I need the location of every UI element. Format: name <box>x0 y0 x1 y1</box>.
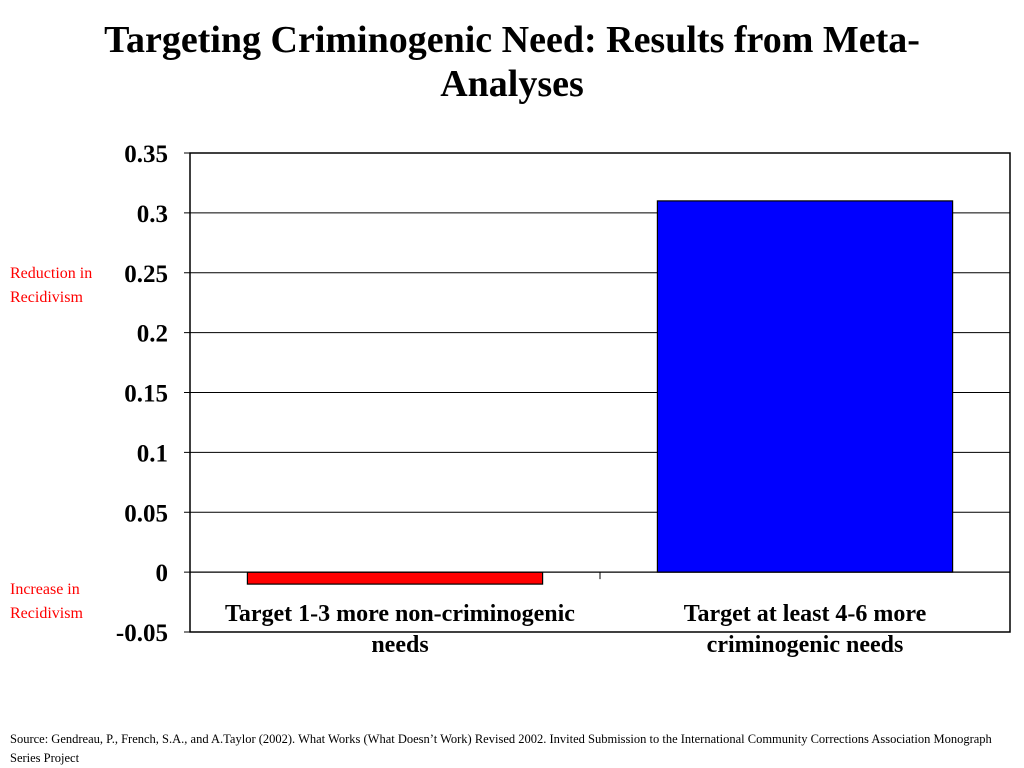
source-citation: Source: Gendreau, P., French, S.A., and … <box>10 732 992 765</box>
slide-title-line-2: Analyses <box>440 63 584 105</box>
y-tick-label-7: 0.3 <box>137 201 168 228</box>
slide-title: Targeting Criminogenic Need: Results fro… <box>0 18 1024 106</box>
bar-2 <box>656 200 954 573</box>
y-tick-label-6: 0.25 <box>124 261 168 288</box>
y-tick-label-2: 0.05 <box>124 500 168 527</box>
reduction-label: Reduction in Recidivism <box>10 262 92 310</box>
y-tick-label-1: 0 <box>156 560 169 587</box>
reduction-label-line-1: Reduction in <box>10 265 93 282</box>
increase-label-line-1: Increase in <box>10 581 80 598</box>
y-tick-label-0: -0.05 <box>116 620 168 647</box>
slide-title-line-1: Targeting Criminogenic Need: Results fro… <box>104 19 920 61</box>
y-tick-label-3: 0.1 <box>137 440 168 467</box>
increase-label-line-2: Recidivism <box>10 605 83 622</box>
reduction-label-line-2: Recidivism <box>10 289 83 306</box>
category-label-2-line-2: criminogenic needs <box>707 632 904 658</box>
bar-1 <box>246 571 544 585</box>
y-tick-label-4: 0.15 <box>124 381 168 408</box>
category-label-1-line-2: needs <box>371 632 428 658</box>
category-label-1-line-1: Target 1-3 more non-criminogenic <box>225 601 575 627</box>
bar-chart: -0.05 0 0.05 0.1 0.15 0.2 0.25 0.3 0.35 Target 1-… <box>116 141 1011 658</box>
plot-border <box>189 152 1011 633</box>
category-label-2-line-1: Target at least 4-6 more <box>684 601 927 627</box>
y-tick-label-8: 0.35 <box>124 141 168 168</box>
y-tick-label-5: 0.2 <box>137 321 168 348</box>
increase-label: Increase in Recidivism <box>10 578 83 626</box>
